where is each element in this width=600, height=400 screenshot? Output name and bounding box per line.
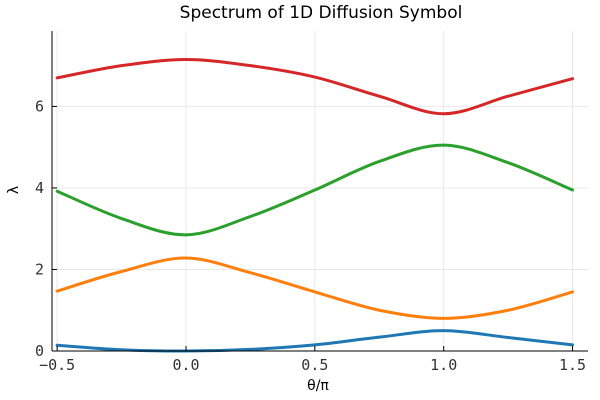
x-tick-label: −0.5 [39,356,75,374]
x-tick-label: 0.5 [301,356,328,374]
series-layer [55,58,575,353]
y-tick-label: 2 [35,260,44,278]
x-tick-label: 1.0 [430,356,457,374]
y-tick-label: 0 [35,342,44,360]
x-tick-label: 1.5 [559,356,586,374]
chart-title: Spectrum of 1D Diffusion Symbol [180,3,463,23]
tick-labels: −0.5 0.0 0.5 1.0 1.5 0 2 4 6 [35,97,586,374]
series-line-1 [55,329,575,353]
y-axis-label: λ [6,186,22,194]
axes [51,31,588,352]
x-axis-label: θ/π [307,378,329,394]
series-line-3 [55,143,575,237]
x-tick-label: 0.0 [172,356,199,374]
series-line-4 [55,58,575,116]
y-tick-label: 4 [35,179,44,197]
y-tick-label: 6 [35,97,44,115]
series-line-2 [55,256,575,320]
